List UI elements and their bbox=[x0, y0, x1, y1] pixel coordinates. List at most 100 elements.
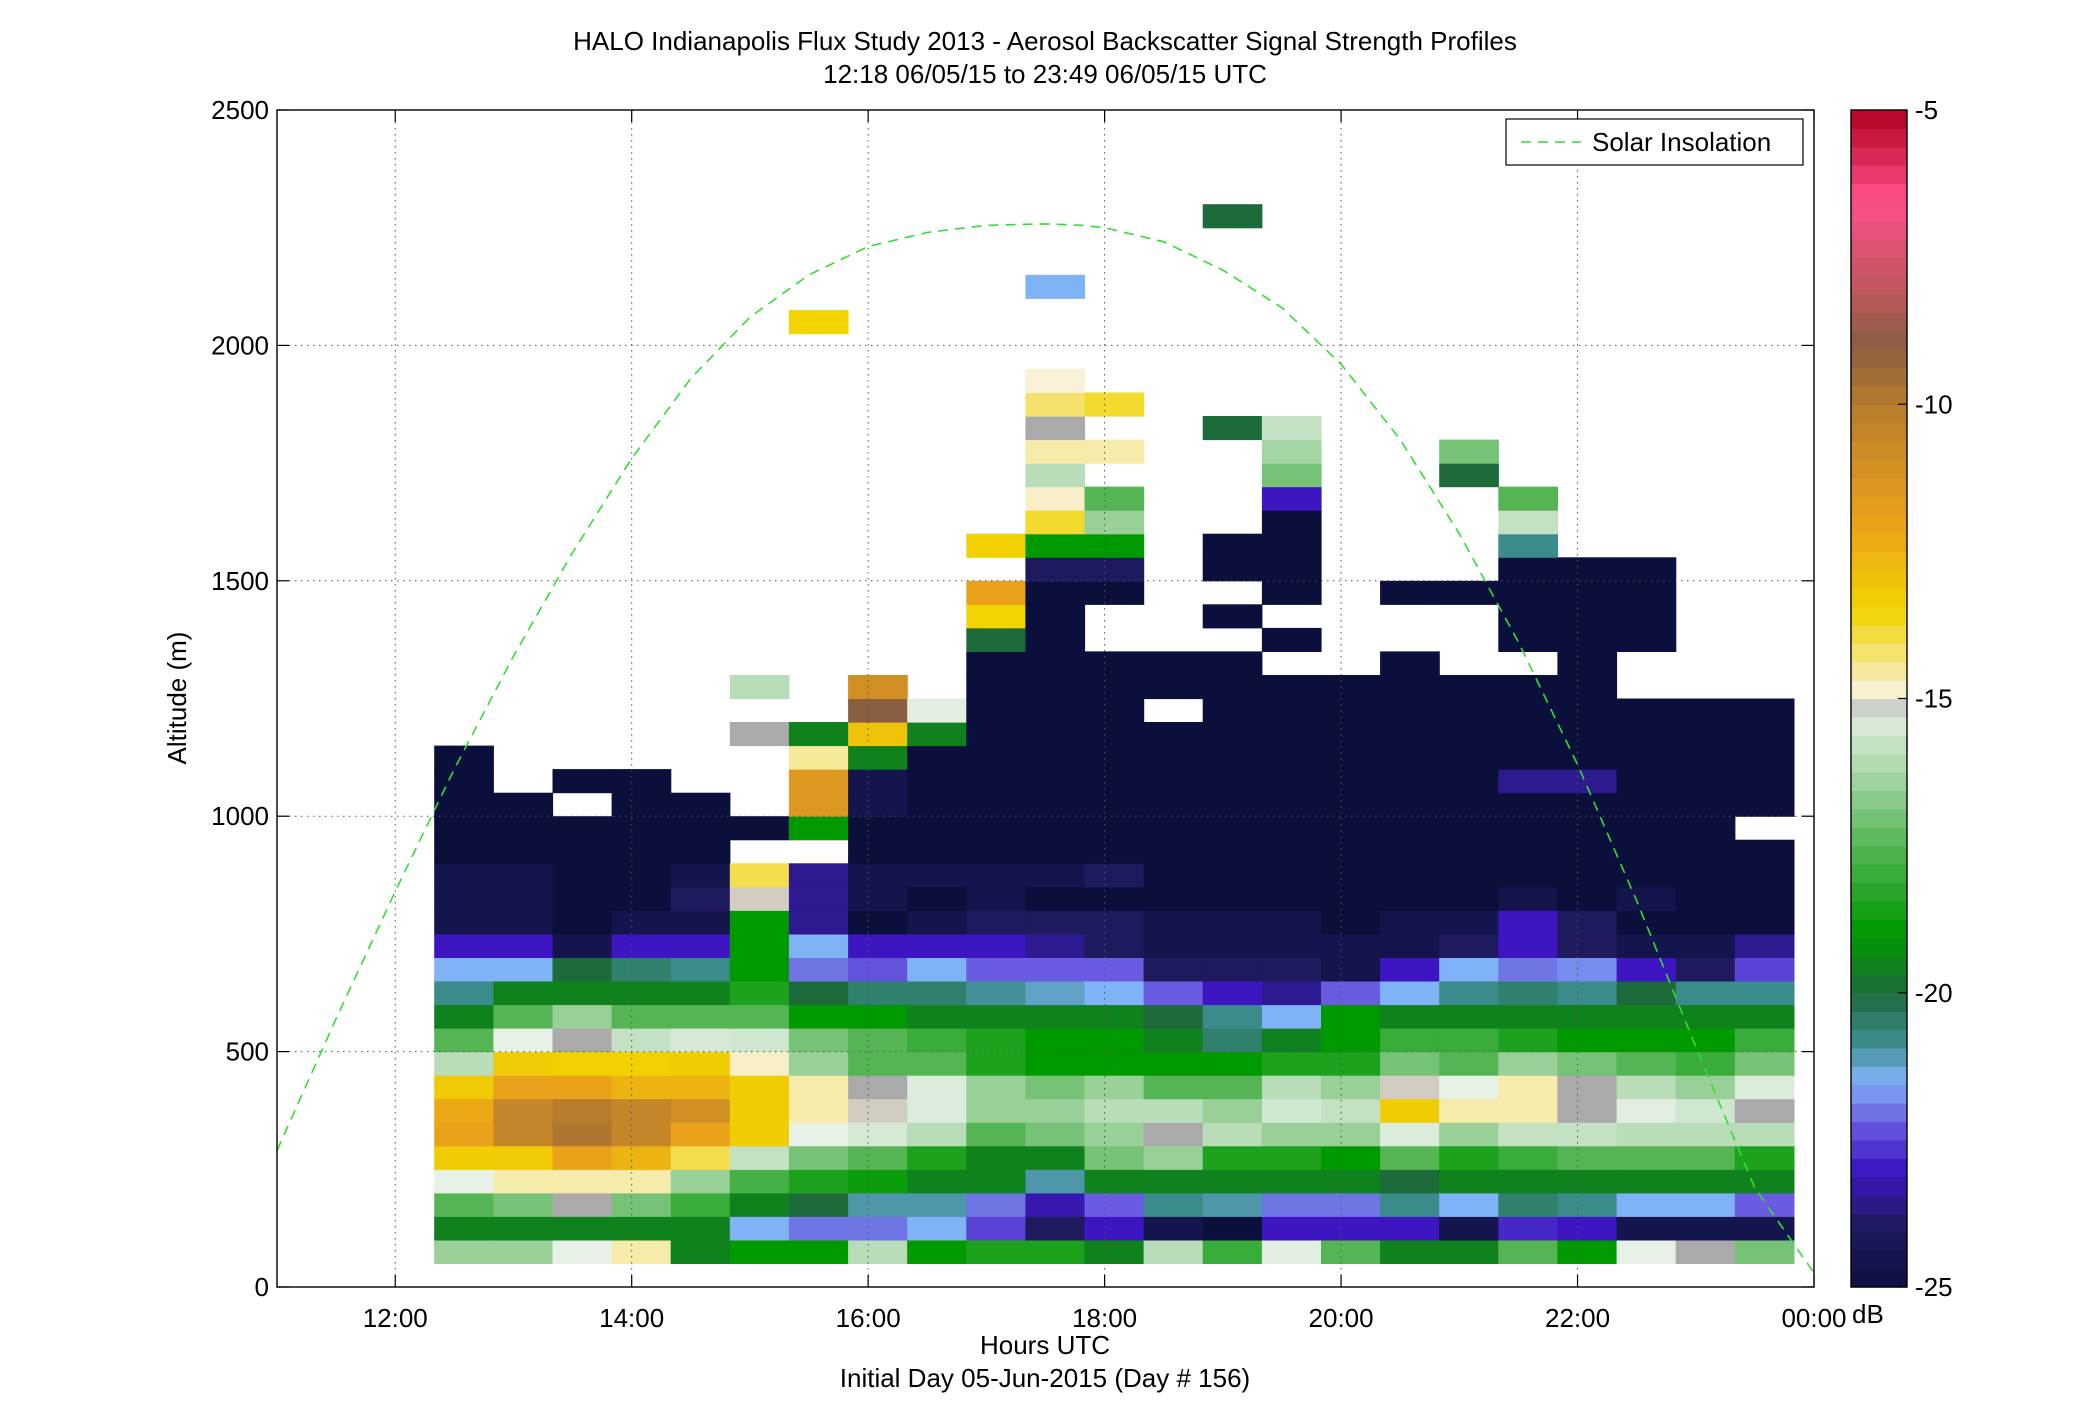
heatmap-cell bbox=[1675, 722, 1736, 747]
heatmap-cell bbox=[907, 1075, 967, 1100]
heatmap-cell bbox=[788, 792, 849, 817]
x-tick-label: 22:00 bbox=[1545, 1303, 1610, 1333]
heatmap-cell bbox=[1143, 675, 1204, 700]
colorbar-step bbox=[1851, 1250, 1907, 1270]
heatmap-cell bbox=[729, 910, 790, 935]
heatmap-cell bbox=[1143, 1098, 1204, 1123]
heatmap-cell bbox=[1202, 886, 1263, 911]
heatmap-cell bbox=[1202, 1051, 1263, 1076]
heatmap-cell bbox=[1380, 722, 1440, 747]
heatmap-cell bbox=[1202, 1004, 1263, 1029]
heatmap-cell bbox=[907, 698, 967, 723]
colorbar-step bbox=[1851, 661, 1907, 681]
heatmap-cell bbox=[1439, 1028, 1499, 1053]
heatmap-cell bbox=[1261, 439, 1322, 464]
heatmap-cell bbox=[670, 1192, 731, 1217]
heatmap-cell bbox=[1616, 698, 1677, 723]
legend-label-solar: Solar Insolation bbox=[1592, 127, 1771, 157]
heatmap-cell bbox=[729, 675, 790, 700]
heatmap-cell bbox=[848, 981, 908, 1006]
heatmap-cell bbox=[1380, 957, 1440, 982]
heatmap-cell bbox=[434, 933, 494, 958]
axis-ticks: 12:00 14:00 16:00 18:00 20:00 22:00 00:00 0 500 1… bbox=[211, 95, 1846, 1333]
heatmap-cell bbox=[670, 839, 731, 864]
colorbar-step bbox=[1851, 588, 1907, 608]
heatmap-cell bbox=[1616, 863, 1677, 888]
heatmap-cell bbox=[1084, 1028, 1145, 1053]
heatmap-cell bbox=[1734, 1239, 1795, 1264]
heatmap-cell bbox=[611, 1075, 672, 1100]
heatmap-cell bbox=[1261, 910, 1322, 935]
heatmap-cell bbox=[1675, 1192, 1736, 1217]
heatmap-cell bbox=[670, 981, 731, 1006]
heatmap-cell bbox=[848, 863, 908, 888]
heatmap-cell bbox=[1321, 792, 1381, 817]
heatmap-cell bbox=[907, 839, 967, 864]
heatmap-cell bbox=[966, 1145, 1026, 1170]
heatmap-cell bbox=[1261, 1098, 1322, 1123]
heatmap-cell bbox=[1084, 839, 1145, 864]
colorbar-step bbox=[1851, 569, 1907, 589]
heatmap-cell bbox=[1261, 627, 1322, 652]
colorbar-step bbox=[1851, 385, 1907, 405]
colorbar-step bbox=[1851, 551, 1907, 571]
heatmap-cell bbox=[1439, 1239, 1499, 1264]
heatmap-cell bbox=[1084, 510, 1145, 535]
heatmap-cell bbox=[848, 1216, 908, 1241]
colorbar-step bbox=[1851, 992, 1907, 1012]
heatmap-cell bbox=[1202, 1098, 1263, 1123]
heatmap-cell bbox=[729, 886, 790, 911]
heatmap-cell bbox=[1616, 933, 1677, 958]
heatmap-cell bbox=[729, 1145, 790, 1170]
heatmap-cell bbox=[1025, 910, 1086, 935]
heatmap-cell bbox=[729, 1004, 790, 1029]
heatmap-cell bbox=[966, 910, 1026, 935]
colorbar-step bbox=[1851, 293, 1907, 313]
heatmap-cell bbox=[1143, 651, 1204, 676]
heatmap-cell bbox=[848, 957, 908, 982]
heatmap-cell bbox=[1557, 863, 1618, 888]
heatmap-cell bbox=[1616, 1051, 1677, 1076]
heatmap-cell bbox=[1025, 651, 1086, 676]
heatmap-cell bbox=[1025, 769, 1086, 794]
heatmap-cell bbox=[552, 1075, 613, 1100]
heatmap-cell bbox=[670, 1028, 731, 1053]
heatmap-cell bbox=[966, 792, 1026, 817]
colorbar-step bbox=[1851, 165, 1907, 185]
heatmap-cell bbox=[1025, 957, 1086, 982]
heatmap-cell bbox=[1498, 675, 1558, 700]
heatmap-cell bbox=[1025, 1028, 1086, 1053]
heatmap-cell bbox=[1557, 698, 1618, 723]
heatmap-cell bbox=[552, 1239, 613, 1264]
heatmap-cell bbox=[788, 1239, 849, 1264]
colorbar: -5 -10 -15 -20 -25 dB bbox=[1850, 95, 1953, 1329]
heatmap-cell bbox=[907, 957, 967, 982]
heatmap-cell bbox=[1143, 769, 1204, 794]
heatmap-cell bbox=[1025, 1216, 1086, 1241]
heatmap-cell bbox=[434, 863, 494, 888]
heatmap-cell bbox=[1557, 1216, 1618, 1241]
heatmap-cell bbox=[1734, 722, 1795, 747]
heatmap-cell bbox=[1675, 910, 1736, 935]
heatmap-cell bbox=[434, 1239, 494, 1264]
colorbar-step bbox=[1851, 1084, 1907, 1104]
heatmap-cell bbox=[1321, 981, 1381, 1006]
heatmap-cell bbox=[1321, 1051, 1381, 1076]
colorbar-step bbox=[1851, 753, 1907, 773]
heatmap-cell bbox=[1616, 627, 1677, 652]
heatmap-cell bbox=[1380, 769, 1440, 794]
heatmap-cell bbox=[1261, 510, 1322, 535]
heatmap-cell bbox=[1261, 1169, 1322, 1194]
heatmap-cell bbox=[670, 886, 731, 911]
heatmap-cell bbox=[1616, 1004, 1677, 1029]
heatmap-cell bbox=[729, 1075, 790, 1100]
heatmap-cell bbox=[1084, 1051, 1145, 1076]
heatmap-cell bbox=[1202, 533, 1263, 558]
heatmap-cell bbox=[1439, 1216, 1499, 1241]
heatmap-cell bbox=[848, 910, 908, 935]
heatmap-cell bbox=[1557, 1169, 1618, 1194]
heatmap-cell bbox=[848, 1169, 908, 1194]
colorbar-step bbox=[1851, 1231, 1907, 1251]
heatmap-cell bbox=[1734, 698, 1795, 723]
heatmap-cell bbox=[1498, 910, 1558, 935]
